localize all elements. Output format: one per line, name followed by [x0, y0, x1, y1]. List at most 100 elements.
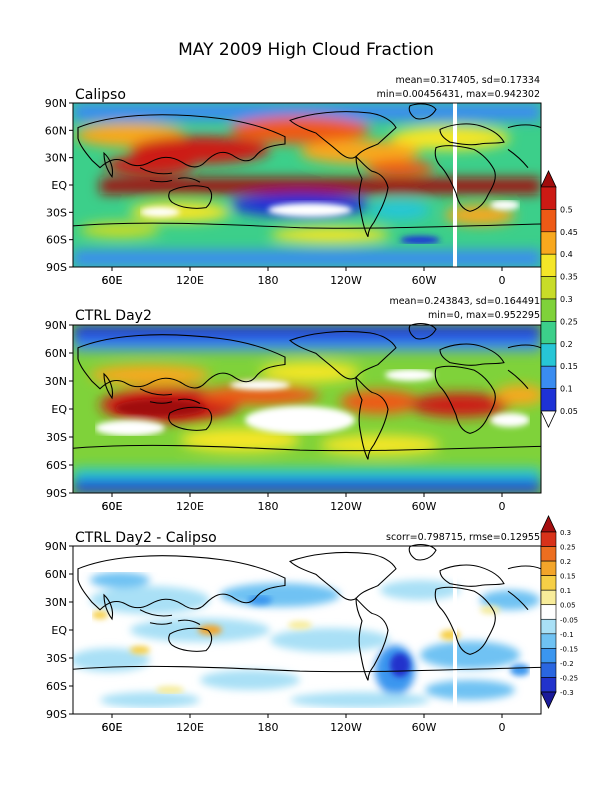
- x-tick-label: 180: [258, 274, 279, 287]
- panel-stats-line1: mean=0.243843, sd=0.164491: [389, 296, 540, 307]
- colorbar-label: 0.1: [560, 587, 571, 595]
- panel-stats-line1: scorr=0.798715, rmse=0.12955: [386, 532, 540, 543]
- colorbar-segment: [540, 648, 557, 664]
- colorbar-label: 0.25: [560, 317, 578, 326]
- panel-stats-line2: min=0, max=0.952295: [428, 310, 540, 321]
- colorbar-label: -0.15: [560, 645, 578, 653]
- y-tick-label: 90N: [45, 319, 67, 332]
- x-tick-label: 0: [499, 500, 506, 513]
- panel-difference: CTRL Day2 - Calipso scorr=0.798715, rmse…: [72, 530, 542, 715]
- missing-data-stripe: [453, 546, 457, 714]
- y-tick-label: 90S: [46, 708, 67, 721]
- colorbar-label: 0.05: [560, 407, 578, 416]
- colorbar-label: 0.05: [560, 602, 576, 610]
- colorbar-segment: [540, 677, 557, 693]
- y-tick-label: 30N: [45, 596, 67, 609]
- y-tick-label: 90N: [45, 540, 67, 553]
- x-tick-label: 120E: [176, 721, 204, 734]
- y-tick-label: EQ: [51, 624, 67, 637]
- y-tick-label: 30S: [46, 431, 67, 444]
- panel-stats-line1: mean=0.317405, sd=0.17334: [396, 75, 541, 86]
- colorbar-label: 0.3: [560, 295, 573, 304]
- colorbar-label: -0.25: [560, 674, 578, 682]
- x-tick-label: 60E: [102, 274, 123, 287]
- x-tick-label: 0: [499, 721, 506, 734]
- colorbar-segment: [540, 589, 557, 606]
- colorbar-label: 0.25: [560, 544, 576, 552]
- x-tick-label: 60W: [412, 721, 437, 734]
- colorbar-label: 0.35: [560, 273, 578, 282]
- colorbar-label: 0.2: [560, 558, 571, 566]
- y-tick-label: 30N: [45, 152, 67, 165]
- colorbar-segment: [540, 209, 557, 233]
- colorbar-label: -0.05: [560, 616, 578, 624]
- x-tick-label: 120W: [330, 274, 362, 287]
- colorbar-segment: [540, 253, 557, 277]
- x-tick-label: 60E: [102, 721, 123, 734]
- colorbar-segment: [540, 560, 557, 576]
- colorbar-segment: [540, 365, 557, 389]
- colorbar-label: 0.2: [560, 340, 573, 349]
- colorbar-arrow-top: [540, 515, 557, 533]
- y-tick-label: 60N: [45, 568, 67, 581]
- colorbar-label: 0.5: [560, 205, 573, 214]
- colorbar-arrow-bottom: [540, 410, 557, 428]
- colorbar-segment: [540, 276, 557, 300]
- y-tick-label: 30N: [45, 375, 67, 388]
- y-tick-label: 60N: [45, 347, 67, 360]
- axes: 60E 120E 180 120W 60W 0 60E 90N 60N 30N EQ 30S 60S 90…: [45, 97, 506, 734]
- colorbar-segment: [540, 531, 557, 547]
- y-tick-label: EQ: [51, 403, 67, 416]
- colorbar-label: -0.1: [560, 631, 574, 639]
- colorbar-label: 0.3: [560, 529, 571, 537]
- x-tick-label: 120E: [176, 500, 204, 513]
- colorbar-diff: -0.3 -0.25 -0.2 -0.15 -0.1 -0.05 0.05 0.1 0.15 0.…: [540, 515, 578, 709]
- colorbar-label: 0.1: [560, 385, 573, 394]
- colorbar-segment: [540, 575, 557, 591]
- colorbar-segment: [540, 546, 557, 562]
- x-tick-label: 60E: [102, 274, 123, 287]
- panel-title: Calipso: [75, 87, 126, 103]
- y-tick-label: 60S: [46, 680, 67, 693]
- colorbar-segment: [540, 618, 557, 635]
- x-tick-label: 180: [258, 721, 279, 734]
- colorbar-segment: [540, 388, 557, 412]
- colorbar-segment: [540, 604, 557, 620]
- panel-title: CTRL Day2 - Calipso: [75, 530, 217, 546]
- x-tick-label: 60E: [102, 721, 123, 734]
- colorbar-label: -0.3: [560, 689, 574, 697]
- missing-data-stripe: [453, 103, 457, 267]
- y-tick-label: 90S: [46, 261, 67, 274]
- colorbar-segment: [540, 321, 557, 345]
- y-tick-label: 30S: [46, 652, 67, 665]
- y-tick-label: 60N: [45, 124, 67, 137]
- y-tick-label: 60S: [46, 234, 67, 247]
- colorbar-segment: [540, 662, 557, 678]
- colorbar-label: 0.15: [560, 362, 578, 371]
- colorbar-segment: [540, 298, 557, 322]
- y-tick-label: 90S: [46, 487, 67, 500]
- x-tick-label: 60W: [412, 500, 437, 513]
- y-tick-label: 90N: [45, 97, 67, 110]
- x-tick-label: 0: [499, 274, 506, 287]
- colorbar-label: 0.4: [560, 250, 573, 259]
- colorbar-label: 0.45: [560, 228, 578, 237]
- y-tick-label: EQ: [51, 179, 67, 192]
- x-tick-label: 60E: [102, 500, 123, 513]
- x-tick-label: 120W: [330, 500, 362, 513]
- x-tick-label: 60E: [102, 500, 123, 513]
- panel-stats-line2: min=0.00456431, max=0.942302: [377, 89, 540, 100]
- y-tick-label: 60S: [46, 459, 67, 472]
- colorbar-label: 0.15: [560, 573, 576, 581]
- x-tick-label: 180: [258, 500, 279, 513]
- heatmap-calipso: [73, 103, 541, 267]
- y-tick-label: 30S: [46, 206, 67, 219]
- figure-title: MAY 2009 High Cloud Fraction: [178, 40, 434, 60]
- colorbar-segment: [540, 231, 557, 255]
- heatmap-difference: [73, 546, 541, 714]
- colorbar-arrow-bottom: [540, 691, 557, 709]
- panel-title: CTRL Day2: [75, 308, 152, 324]
- colorbar-arrow-top: [540, 170, 557, 188]
- x-tick-label: 120E: [176, 274, 204, 287]
- x-tick-label: 60W: [412, 274, 437, 287]
